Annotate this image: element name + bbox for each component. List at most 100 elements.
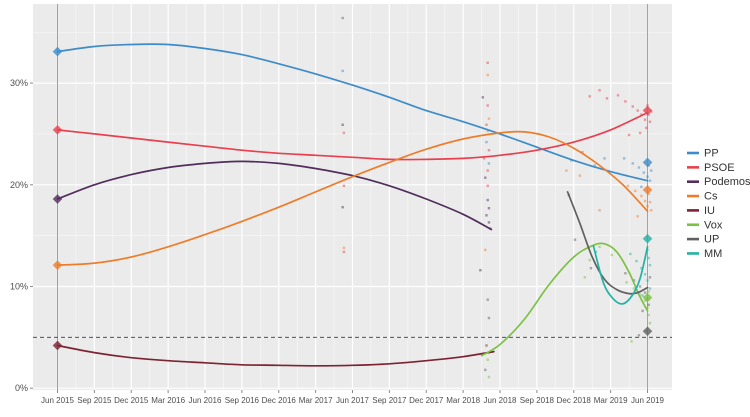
- legend-label-PP: PP: [704, 148, 719, 160]
- result-diamond-Vox: [642, 292, 653, 303]
- poll-dot-Vox: [638, 293, 642, 296]
- trend-line-PSOE: [56, 111, 649, 161]
- poll-dot-UP: [638, 285, 642, 288]
- trend-line-IU: [56, 344, 495, 367]
- poll-dot-PSOE: [342, 184, 346, 188]
- result-diamond-PP: [52, 46, 63, 57]
- poll-dot-MM: [648, 263, 652, 267]
- poll-dot-IU: [485, 344, 488, 347]
- poll-dot-PP: [341, 69, 344, 73]
- poll-dot-UP: [648, 276, 652, 279]
- poll-dot-Vox: [487, 375, 491, 379]
- poll-dot-PSOE: [627, 133, 631, 137]
- poll-dot-Cs: [643, 199, 647, 203]
- x-axis-label: Jun 2016: [189, 396, 222, 405]
- poll-dot-PSOE: [643, 118, 647, 121]
- trend-line-MM: [592, 244, 649, 305]
- poll-dot-MM: [641, 294, 644, 297]
- poll-dot-Cs: [486, 129, 489, 133]
- trend-line-UP: [566, 191, 649, 295]
- poll-dot-Cs: [640, 194, 643, 198]
- trend-line-PP: [56, 43, 649, 182]
- poll-dot-Podemos: [486, 198, 489, 202]
- poll-dot-Vox: [643, 299, 647, 302]
- poll-dot-Podemos: [341, 205, 344, 209]
- x-axis-label: Sep 2018: [520, 396, 555, 405]
- poll-dot-PP: [648, 179, 652, 182]
- result-diamond-PSOE: [642, 105, 653, 116]
- poll-dot-PSOE: [486, 184, 489, 188]
- poll-dot-PSOE: [486, 169, 489, 172]
- poll-dot-PSOE: [485, 123, 488, 126]
- poll-dot-Cs: [565, 169, 568, 172]
- poll-dot-Podemos: [479, 269, 482, 272]
- poll-dot-UP: [643, 291, 647, 294]
- legend-label-IU: IU: [704, 205, 715, 217]
- x-axis-label: Mar 2019: [594, 396, 628, 405]
- poll-dot-PP: [650, 169, 653, 172]
- x-axis-label: Jun 2017: [336, 396, 369, 405]
- poll-dot-PP: [640, 185, 643, 189]
- result-diamond-PSOE: [52, 125, 63, 135]
- x-axis-label: Mar 2016: [151, 396, 185, 405]
- poll-dot-Cs: [487, 117, 491, 120]
- x-axis-label: Jun 2015: [41, 396, 74, 405]
- poll-dot-PP: [631, 162, 634, 165]
- poll-dot-MM: [594, 250, 598, 254]
- poll-dot-PSOE: [648, 120, 652, 123]
- legend-label-Vox: Vox: [704, 219, 723, 231]
- poll-dot-Cs: [578, 174, 582, 177]
- poll-dot-PSOE: [636, 109, 639, 112]
- legend-label-Cs: Cs: [704, 191, 718, 203]
- poll-dot-PSOE: [605, 97, 609, 100]
- poll-dot-Cs: [648, 200, 652, 204]
- poll-dot-PSOE: [588, 95, 591, 98]
- trend-line-Cs: [56, 130, 649, 266]
- poll-dot-PSOE: [624, 100, 627, 103]
- poll-dot-MM: [648, 287, 652, 290]
- poll-dot-Cs: [626, 184, 630, 188]
- legend-label-PSOE: PSOE: [704, 162, 735, 174]
- poll-dot-Vox: [625, 281, 628, 284]
- poll-dot-PSOE: [486, 61, 489, 64]
- poll-dot-PSOE: [581, 151, 584, 154]
- poll-dot-Vox: [598, 245, 601, 249]
- poll-dot-PSOE: [640, 113, 643, 116]
- poll-dot-PSOE: [616, 94, 620, 97]
- legend-label-Podemos: Podemos: [704, 176, 750, 188]
- poll-dot-PP: [637, 166, 641, 169]
- poll-dot-Podemos: [481, 96, 485, 99]
- poll-dot-Cs: [636, 215, 639, 218]
- poll-dot-UP: [632, 279, 636, 282]
- poll-dot-PP: [646, 175, 649, 178]
- poll-dot-Podemos: [487, 206, 491, 210]
- legend-label-UP: UP: [704, 234, 719, 246]
- poll-dot-PP: [593, 164, 596, 167]
- poll-dot-Vox: [630, 340, 633, 343]
- poll-dot-UP: [641, 309, 644, 313]
- poll-dot-Cs: [650, 209, 653, 212]
- x-axis-label: Jun 2019: [631, 396, 664, 405]
- x-axis-label: Sep 2016: [225, 396, 260, 405]
- poll-dot-MM: [635, 259, 638, 263]
- poll-dot-MM: [647, 256, 650, 260]
- x-axis-label: Jun 2018: [484, 396, 517, 405]
- poll-dot-Cs: [634, 189, 637, 193]
- poll-dot-UP: [637, 334, 641, 337]
- poll-dot-MM: [646, 279, 649, 282]
- poll-dot-PSOE: [342, 250, 346, 254]
- poll-dot-PSOE: [486, 104, 489, 107]
- poll-dot-PSOE: [342, 131, 346, 135]
- poll-dot-PP: [487, 162, 491, 165]
- poll-dot-Cs: [486, 73, 489, 77]
- poll-dot-Podemos: [485, 214, 488, 217]
- poll-dot-MM: [629, 252, 632, 256]
- legend-label-MM: MM: [704, 248, 722, 260]
- y-axis-label: 0%: [15, 383, 28, 393]
- trend-line-Podemos: [56, 160, 493, 231]
- poll-dot-UP: [573, 238, 577, 241]
- x-axis-label: Mar 2018: [446, 396, 480, 405]
- poll-dot-PSOE: [482, 157, 486, 160]
- poll-dot-UP: [589, 266, 593, 270]
